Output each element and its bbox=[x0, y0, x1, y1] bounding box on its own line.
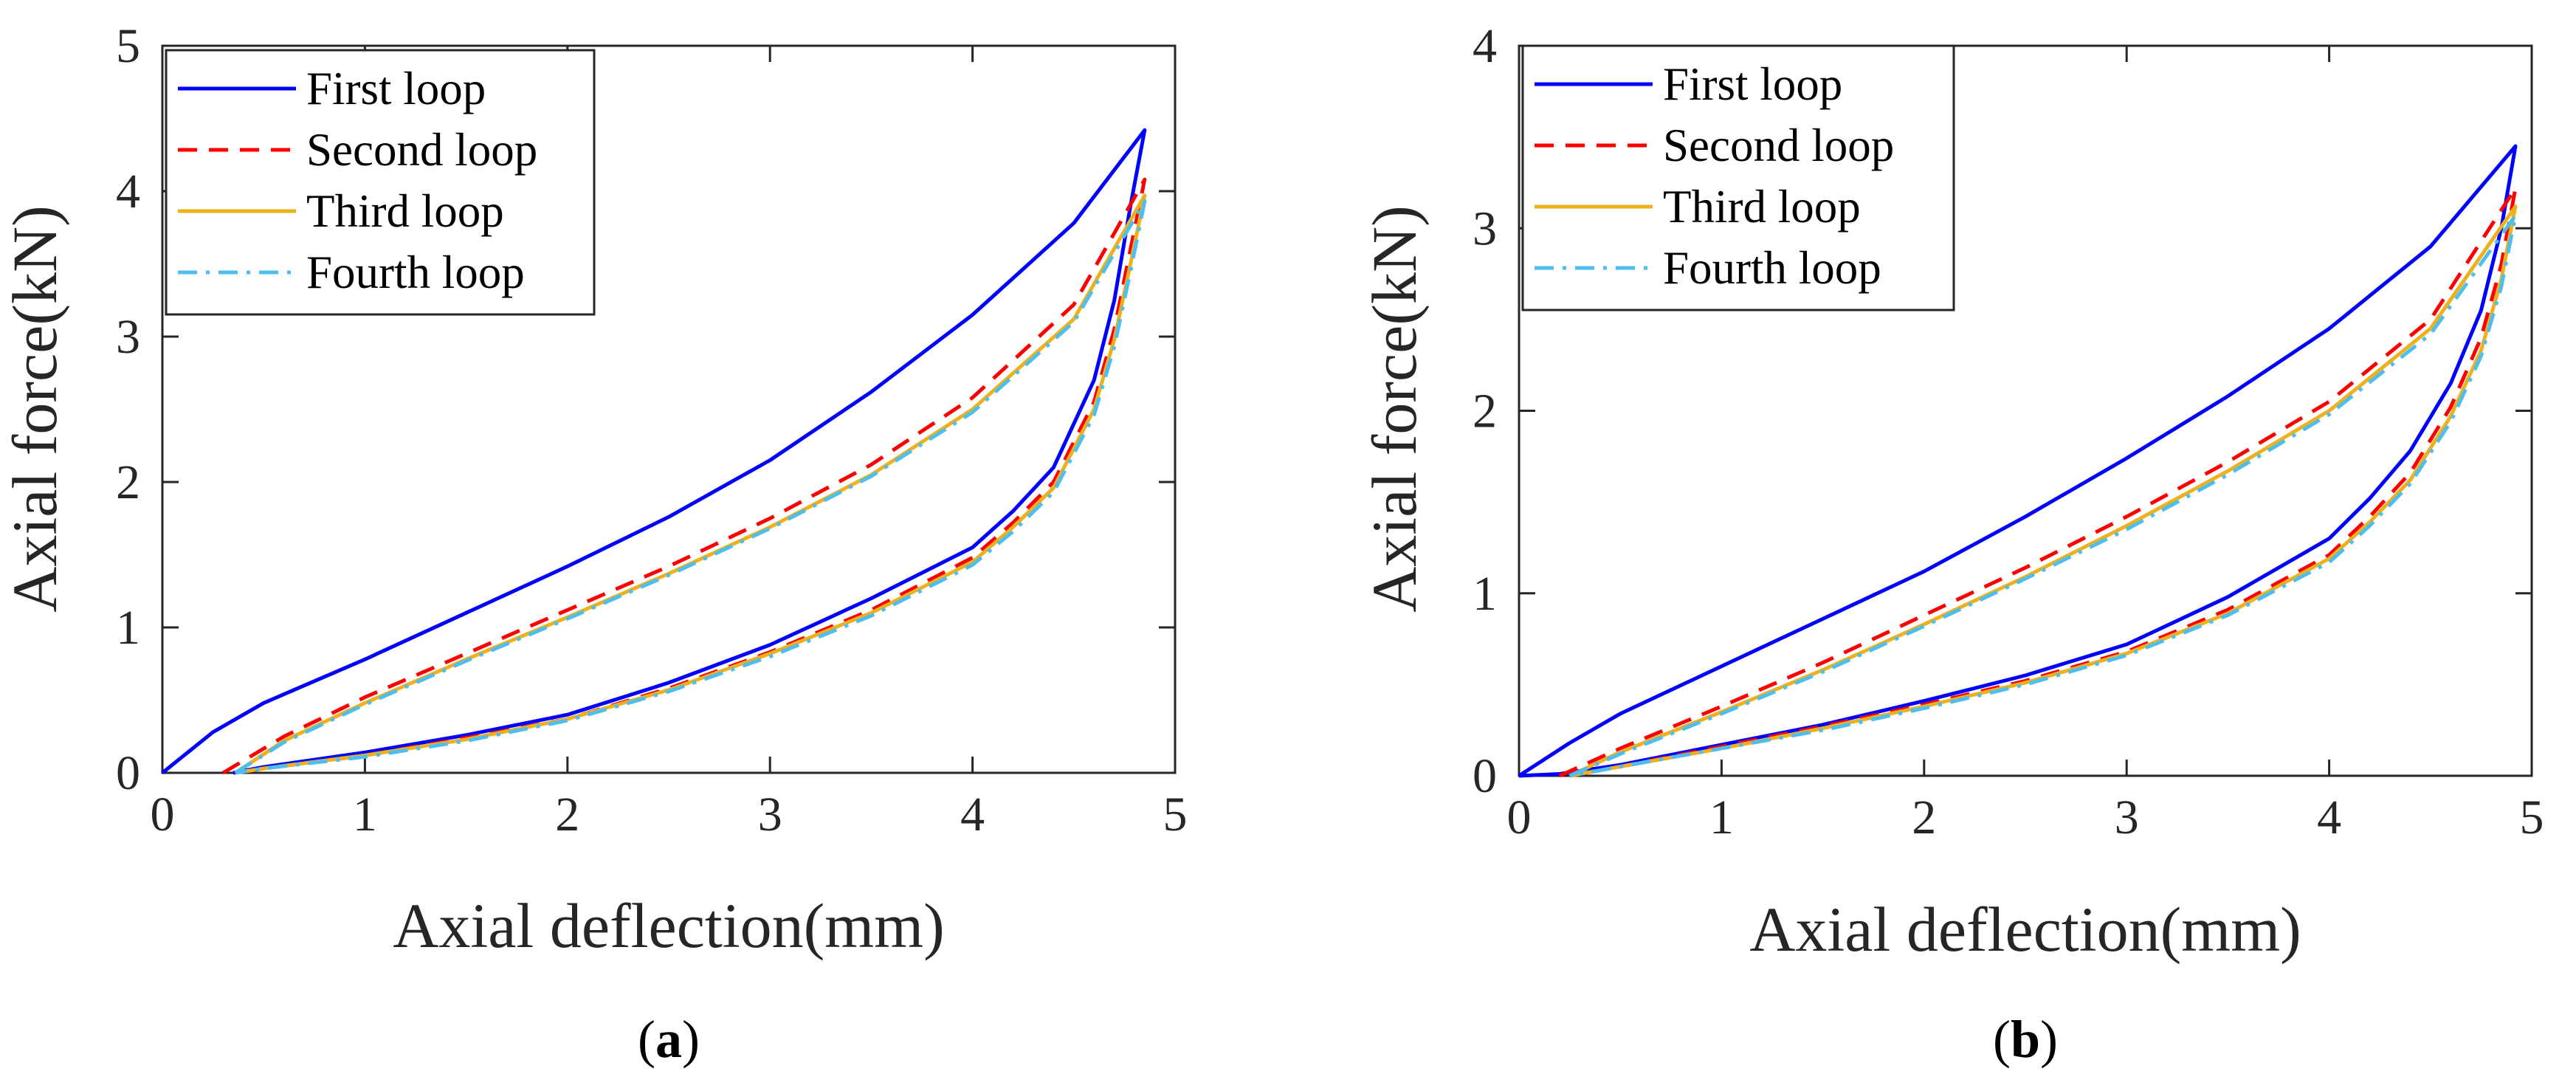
y-tick-label: 2 bbox=[1473, 385, 1497, 438]
panel-label: (a) bbox=[638, 1010, 700, 1069]
x-tick-label: 4 bbox=[960, 788, 985, 841]
legend-label: Second loop bbox=[306, 124, 537, 176]
legend-label: Third loop bbox=[1663, 181, 1861, 233]
y-tick-label: 4 bbox=[116, 165, 140, 218]
series-line-first-loop bbox=[1518, 144, 2518, 778]
x-tick-label: 5 bbox=[2520, 791, 2544, 844]
x-tick-label: 5 bbox=[1163, 788, 1188, 841]
x-tick-label: 4 bbox=[2317, 791, 2341, 844]
legend-label: Third loop bbox=[306, 185, 504, 237]
legend-label: Second loop bbox=[1663, 120, 1894, 171]
legend-label: First loop bbox=[306, 63, 486, 114]
legend-label: Fourth loop bbox=[306, 247, 525, 298]
panel-letter: a bbox=[655, 1010, 682, 1069]
x-tick-label: 1 bbox=[353, 788, 377, 841]
legend-box bbox=[165, 49, 596, 316]
y-tick-label: 3 bbox=[1473, 202, 1497, 255]
y-tick-label: 0 bbox=[1473, 749, 1497, 803]
y-tick-label: 1 bbox=[1473, 567, 1497, 621]
series-line-fourth-loop bbox=[1568, 213, 2518, 778]
plot-area-frame bbox=[161, 44, 1177, 774]
x-tick-label: 1 bbox=[1709, 791, 1734, 844]
legend-box bbox=[1521, 44, 1955, 311]
x-axis-label: Axial deflection(mm) bbox=[1749, 894, 2301, 965]
panel-letter: b bbox=[2011, 1010, 2040, 1069]
x-tick-label: 0 bbox=[151, 788, 175, 841]
x-tick-label: 3 bbox=[758, 788, 782, 841]
legend-label: First loop bbox=[1663, 58, 1842, 110]
legend: First loop Second loop Third loop Fourth lo… bbox=[1521, 44, 1955, 311]
chart-panel-b: 0 1 2 3 4 5 0 1 2 3 4 First loop Second loop Third lo… bbox=[1359, 19, 2544, 1069]
y-tick-label: 2 bbox=[116, 455, 140, 509]
x-tick-label: 2 bbox=[1912, 791, 1936, 844]
legend-label: Fourth loop bbox=[1663, 242, 1881, 294]
y-tick-label: 5 bbox=[116, 19, 140, 73]
y-tick-label: 0 bbox=[116, 746, 140, 800]
series-line-first-loop bbox=[161, 128, 1147, 775]
x-tick-label: 0 bbox=[1507, 791, 1532, 844]
x-tick-label: 3 bbox=[2115, 791, 2139, 844]
panel-label: (b) bbox=[1993, 1010, 2058, 1069]
x-axis-label: Axial deflection(mm) bbox=[393, 890, 944, 961]
y-tick-label: 1 bbox=[116, 601, 140, 655]
y-tick-label: 4 bbox=[1473, 19, 1497, 73]
y-axis-label: Axial force(kN) bbox=[1359, 205, 1430, 613]
series-line-fourth-loop bbox=[234, 199, 1147, 775]
y-axis-label: Axial force(kN) bbox=[0, 205, 70, 613]
x-tick-label: 2 bbox=[555, 788, 579, 841]
legend: First loop Second loop Third loop Fourth lo… bbox=[165, 49, 596, 316]
y-tick-label: 3 bbox=[116, 310, 140, 364]
chart-panel-a: 0 1 2 3 4 5 0 1 2 3 4 5 First loop Second loop Third l… bbox=[0, 19, 1188, 1069]
